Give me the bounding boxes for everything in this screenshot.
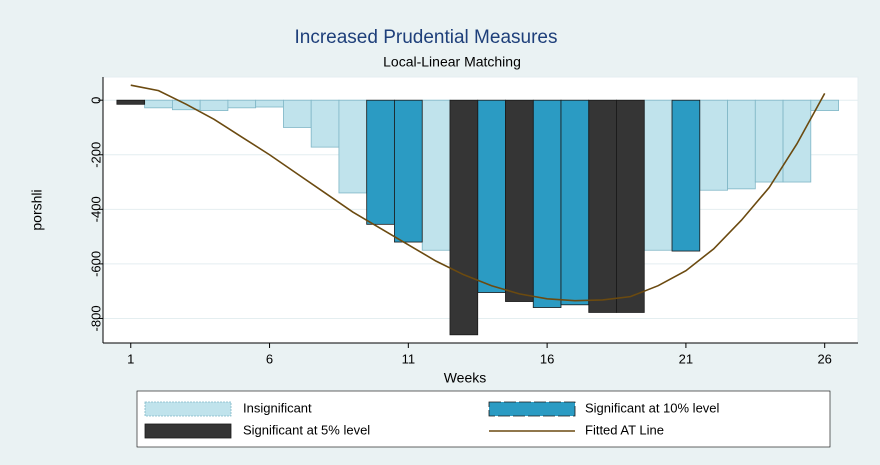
y-axis-label: porshli — [29, 189, 45, 230]
x-tick-label: 11 — [402, 351, 416, 366]
bar — [588, 99, 617, 313]
bar — [310, 99, 340, 148]
bar — [227, 99, 257, 109]
bar — [394, 99, 423, 243]
bar — [421, 99, 451, 251]
bar — [283, 99, 312, 128]
x-tick-label: 6 — [266, 351, 273, 366]
bar — [116, 99, 146, 105]
legend-label: Fitted AT Line — [585, 422, 664, 437]
bar — [199, 99, 229, 111]
legend-label: Significant at 5% level — [243, 422, 370, 437]
y-tick-label: -400 — [88, 196, 103, 222]
y-tick-label: -800 — [88, 305, 103, 331]
legend-swatch — [144, 423, 232, 439]
bar — [505, 99, 534, 302]
chart-subtitle: Local-Linear Matching — [383, 54, 521, 70]
bar — [477, 99, 506, 293]
legend — [136, 390, 831, 448]
chart-title: Increased Prudential Measures — [295, 27, 558, 48]
x-tick-label: 1 — [127, 351, 134, 366]
bar — [532, 99, 562, 308]
bar — [671, 99, 701, 252]
x-tick-label: 16 — [540, 351, 554, 366]
legend-swatch — [488, 401, 576, 417]
bar — [338, 99, 368, 194]
y-tick-label: -600 — [88, 251, 103, 277]
legend-swatch — [144, 401, 232, 417]
bar — [810, 99, 839, 111]
y-tick-label: 0 — [88, 97, 103, 104]
bar — [616, 99, 645, 313]
fitted-line — [130, 84, 826, 302]
legend-label: Insignificant — [243, 400, 312, 415]
bar — [449, 99, 479, 336]
x-axis-label: Weeks — [444, 370, 487, 386]
bar — [754, 99, 784, 183]
x-tick-label: 26 — [817, 351, 831, 366]
bar — [144, 99, 173, 109]
bar — [782, 99, 812, 183]
bar — [560, 99, 590, 306]
x-tick-label: 21 — [679, 351, 693, 366]
bar — [643, 99, 673, 251]
y-tick-label: -200 — [88, 142, 103, 168]
legend-label: Significant at 10% level — [585, 400, 720, 415]
bar — [255, 99, 284, 108]
bar — [366, 99, 395, 225]
bar — [699, 99, 728, 191]
bar — [727, 99, 756, 190]
